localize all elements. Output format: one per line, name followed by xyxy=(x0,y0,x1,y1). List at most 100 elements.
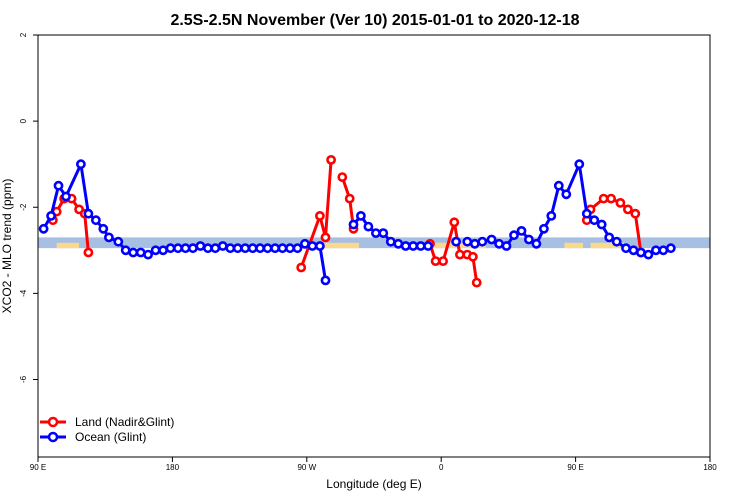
series-0-point-1-3 xyxy=(326,154,336,165)
legend-entry-land: Land (Nadir&Glint) xyxy=(40,415,174,429)
series-1 xyxy=(38,159,676,286)
legend: Land (Nadir&Glint) Ocean (Glint) xyxy=(40,415,174,444)
series-1-point-3-19 xyxy=(611,236,622,247)
series-1-point-1-7 xyxy=(400,241,411,251)
series-1-point-3-6 xyxy=(509,230,519,241)
series-1-point-0-4 xyxy=(76,159,86,170)
x-tick-label-0: 90 E xyxy=(30,463,46,472)
y-tick-label-2: -2 xyxy=(19,203,28,211)
series-0-point-3-7 xyxy=(471,277,482,288)
band-land-1 xyxy=(314,242,360,249)
series-1-point-3-0 xyxy=(462,236,473,247)
series-0-point-4-2 xyxy=(598,193,609,204)
series-1-point-0-37 xyxy=(320,275,331,286)
plot-frame xyxy=(37,34,711,458)
series-1-point-1-2 xyxy=(363,221,374,232)
series-0-point-4-3 xyxy=(606,193,616,204)
legend-land-label: Land (Nadir&Glint) xyxy=(75,415,174,429)
series-1-point-3-25 xyxy=(658,245,669,256)
series-1-point-0-13 xyxy=(143,249,153,260)
series-1-point-0-36 xyxy=(314,241,325,251)
y-tick-label-4: -6 xyxy=(19,375,28,383)
series-1-point-0-3 xyxy=(61,191,71,202)
series-0-point-3-6 xyxy=(467,251,478,262)
band-land-4 xyxy=(590,242,625,249)
series-0-point-4-5 xyxy=(623,204,633,215)
x-axis: 90 E 180 90 W 0 90 E 180 xyxy=(30,457,717,472)
series-layer xyxy=(38,154,676,288)
x-tick-label-4: 90 E xyxy=(567,463,583,472)
series-1-point-0-2 xyxy=(53,180,64,191)
series-1-point-3-22 xyxy=(636,247,646,258)
series-1-point-3-7 xyxy=(516,225,527,236)
series-1-point-0-29 xyxy=(262,243,273,254)
series-1-point-3-18 xyxy=(604,232,615,243)
series-0-point-1-2 xyxy=(320,232,331,243)
series-1-point-3-23 xyxy=(643,249,654,260)
series-1-point-0-34 xyxy=(299,238,310,249)
series-0-point-3-2 xyxy=(438,256,448,266)
series-0-point-1-0 xyxy=(296,262,307,273)
series-1-point-0-28 xyxy=(255,243,265,254)
y-tick-label-1: 0 xyxy=(19,118,28,123)
series-1-point-3-8 xyxy=(524,234,534,245)
series-1-point-0-22 xyxy=(210,243,221,254)
series-0-point-1-1 xyxy=(314,210,325,221)
x-tick-label-3: 0 xyxy=(439,463,444,472)
series-0-point-3-1 xyxy=(430,256,441,266)
series-1-point-0-32 xyxy=(285,243,295,254)
band-land-0 xyxy=(56,242,80,249)
x-tick-label-5: 180 xyxy=(703,463,717,472)
series-1-point-0-33 xyxy=(292,243,303,254)
series-1-point-3-2 xyxy=(477,236,488,247)
series-1-point-0-0 xyxy=(38,223,49,234)
series-1-point-2-0 xyxy=(451,236,461,247)
x-tick-label-2: 90 W xyxy=(297,463,316,472)
series-1-point-3-20 xyxy=(621,243,631,254)
series-0-point-2-1 xyxy=(344,193,355,204)
chart-title: 2.5S-2.5N November (Ver 10) 2015-01-01 t… xyxy=(170,12,579,29)
series-1-point-0-5 xyxy=(83,208,94,219)
series-1-point-0-23 xyxy=(217,241,228,251)
series-1-point-1-4 xyxy=(378,228,389,238)
series-1-point-0-26 xyxy=(240,243,251,254)
series-1-point-3-1 xyxy=(469,238,480,249)
series-1-point-3-16 xyxy=(589,215,600,226)
series-1-point-0-7 xyxy=(98,223,109,234)
series-1-point-0-11 xyxy=(128,247,139,258)
series-0-point-4-4 xyxy=(615,197,626,208)
series-1-point-3-5 xyxy=(501,241,512,251)
series-1-point-3-3 xyxy=(486,234,497,245)
series-1-point-1-5 xyxy=(385,236,396,247)
series-1-point-1-8 xyxy=(408,241,419,251)
series-1-point-0-17 xyxy=(173,243,183,254)
series-0 xyxy=(48,154,646,288)
series-1-point-0-25 xyxy=(232,243,243,254)
x-tick-label-1: 180 xyxy=(166,463,180,472)
series-1-point-1-1 xyxy=(355,210,366,221)
series-1-point-3-13 xyxy=(561,189,572,200)
band-ocean xyxy=(38,237,710,249)
series-1-point-1-10 xyxy=(423,241,433,251)
series-1-point-3-12 xyxy=(553,180,564,191)
series-0-point-4-6 xyxy=(630,208,641,219)
series-1-point-0-8 xyxy=(104,232,114,243)
series-1-point-0-1 xyxy=(46,210,56,221)
series-1-point-3-9 xyxy=(531,238,542,249)
series-0-point-2-0 xyxy=(337,172,348,182)
legend-entry-ocean: Ocean (Glint) xyxy=(40,430,146,444)
series-1-point-0-19 xyxy=(187,243,198,254)
series-1-point-3-10 xyxy=(539,223,549,234)
series-1-point-0-35 xyxy=(307,241,318,251)
series-1-point-3-11 xyxy=(546,210,557,221)
series-1-point-0-14 xyxy=(150,245,161,256)
band-land-3 xyxy=(564,242,584,249)
legend-ocean-marker xyxy=(47,431,59,443)
series-0-point-0-6 xyxy=(83,247,94,258)
series-1-point-0-6 xyxy=(91,215,101,226)
y-tick-label-3: -4 xyxy=(19,289,28,297)
legend-land-marker xyxy=(47,416,59,428)
series-0-point-3-3 xyxy=(449,217,460,228)
series-1-point-0-16 xyxy=(165,243,176,254)
